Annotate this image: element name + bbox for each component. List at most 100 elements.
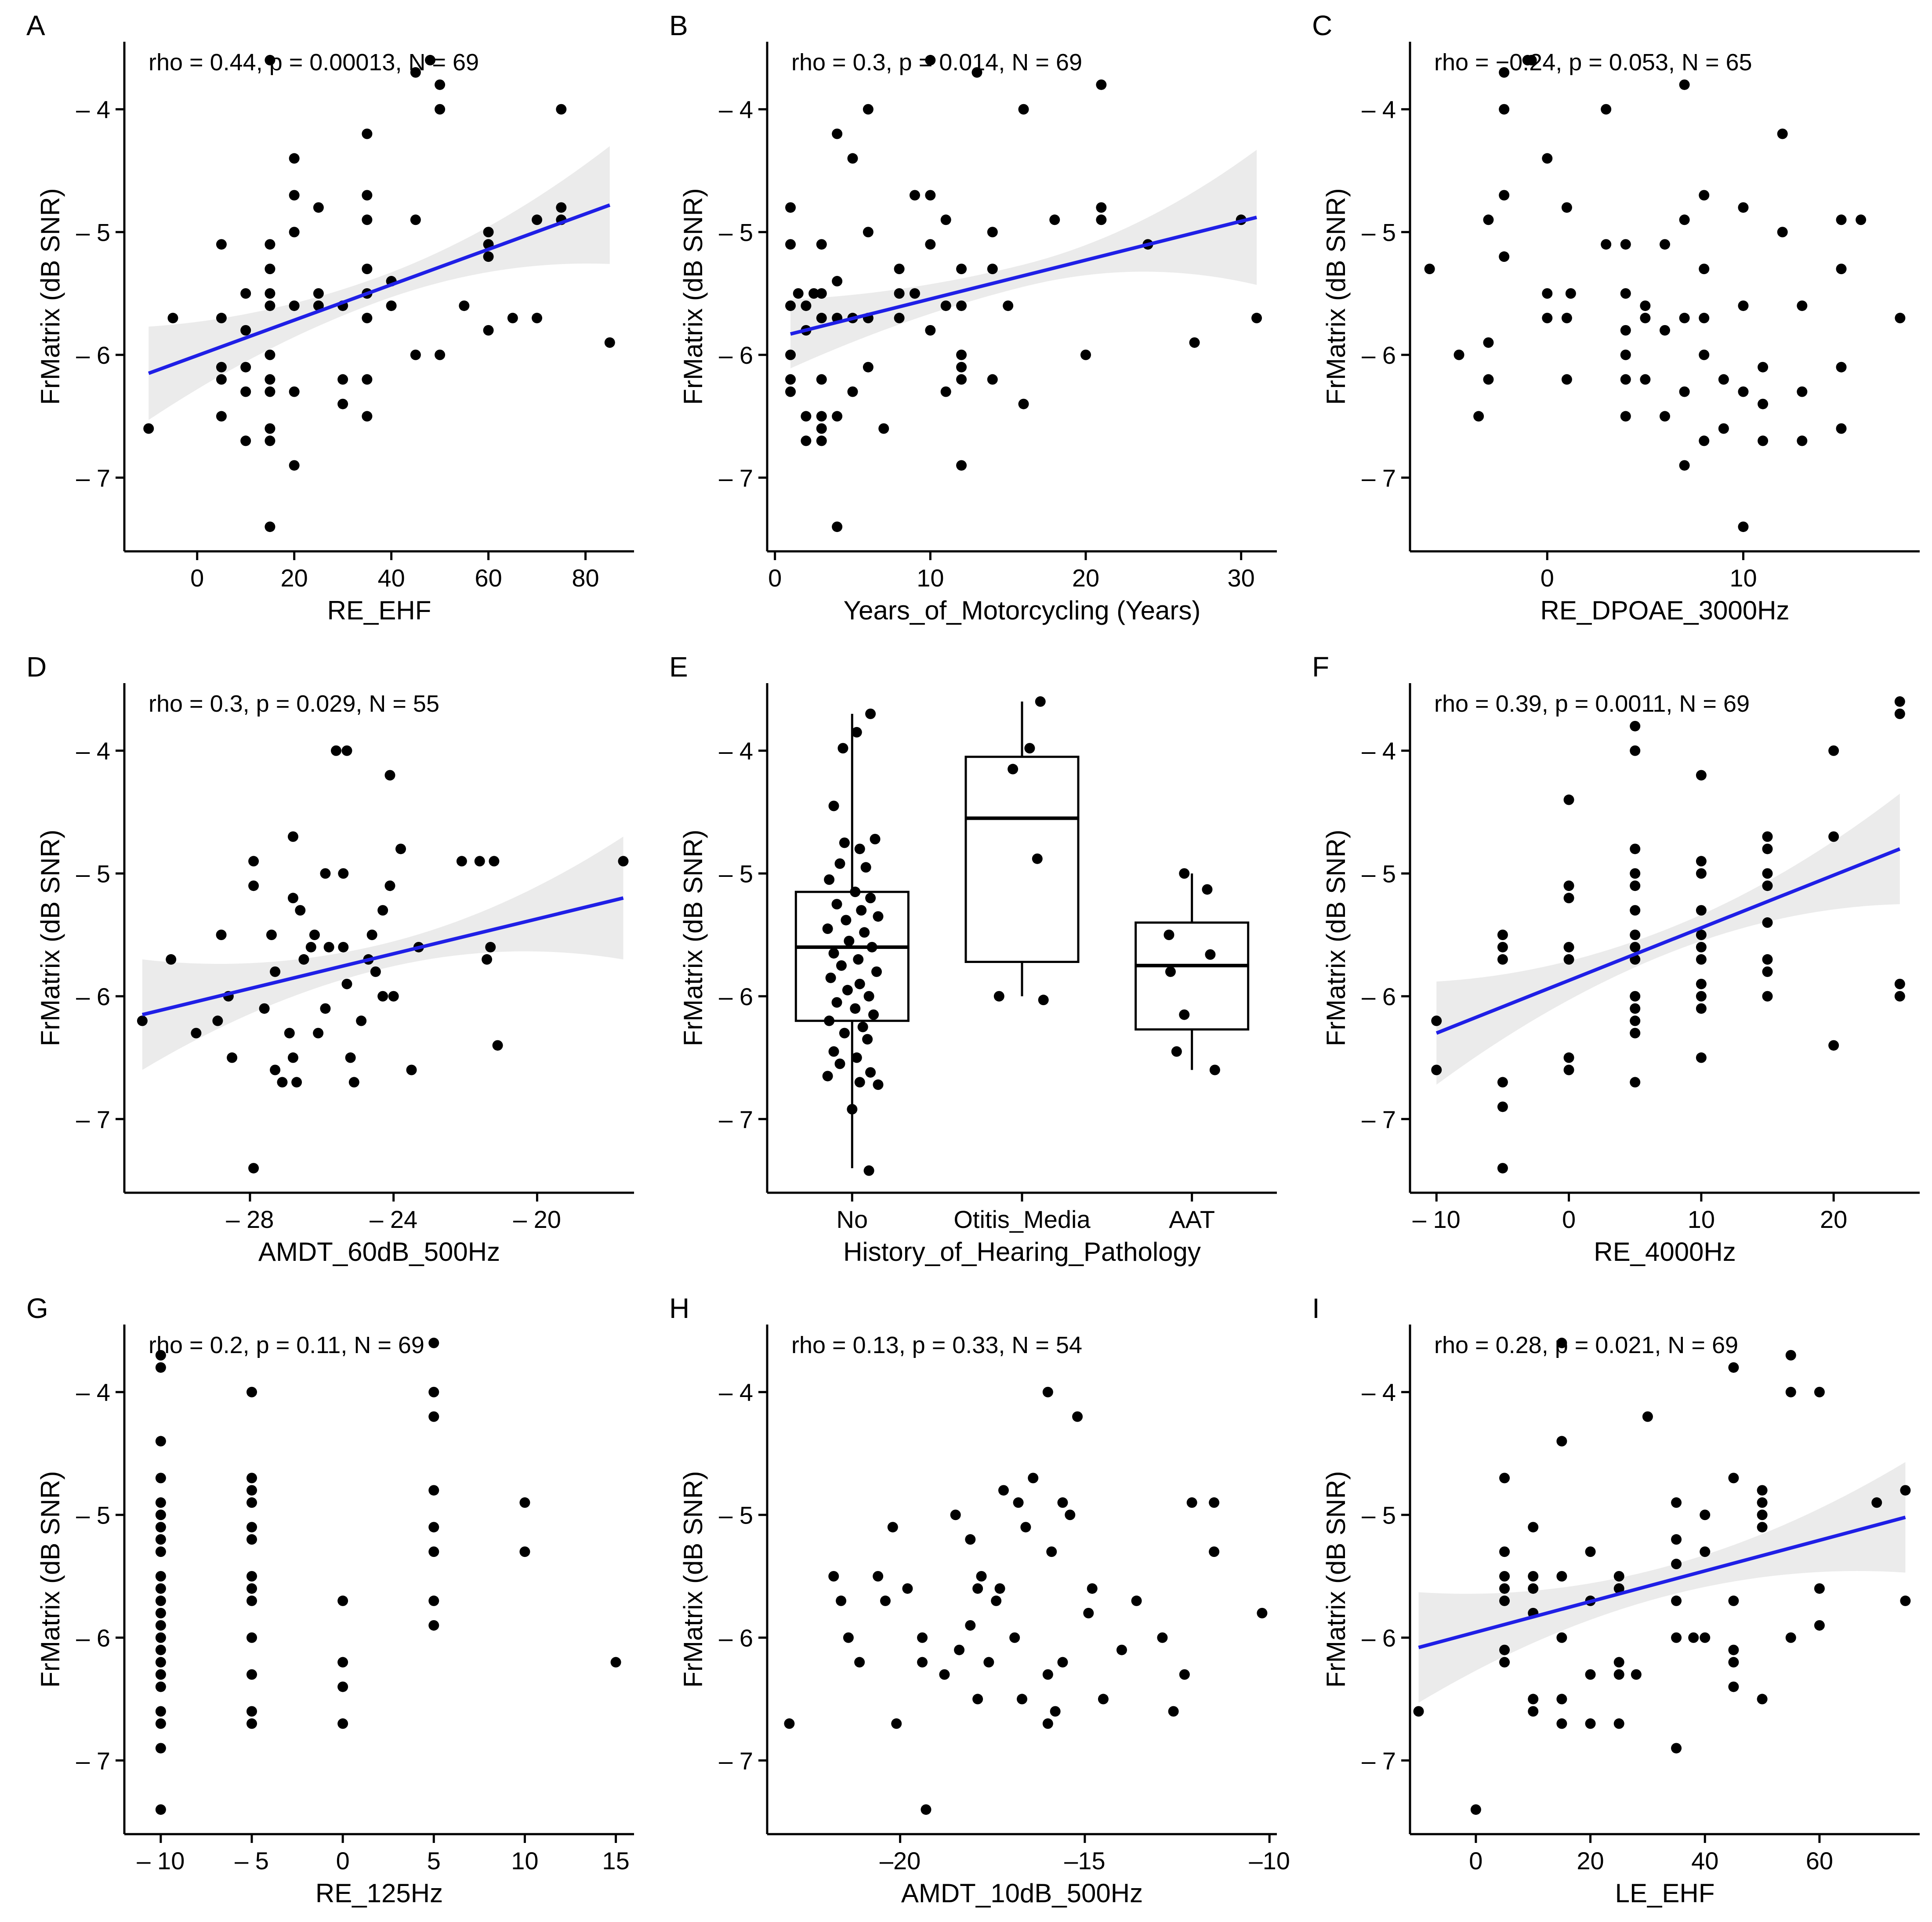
panel-letter: B: [669, 10, 688, 41]
data-point: [1065, 1509, 1076, 1520]
data-point: [1660, 239, 1670, 250]
x-axis-title: RE_DPOAE_3000Hz: [1541, 596, 1790, 625]
correlation-annotation: rho = 0.13, p = 0.33, N = 54: [791, 1332, 1082, 1358]
data-point: [824, 1015, 835, 1026]
data-point: [825, 972, 836, 983]
x-tick-label: 40: [377, 564, 405, 592]
data-point: [289, 227, 300, 238]
data-point: [1894, 991, 1905, 1002]
data-point: [1699, 312, 1710, 323]
data-point: [1556, 1436, 1567, 1447]
x-tick-label: 80: [572, 564, 599, 592]
data-point: [313, 202, 324, 213]
data-point: [266, 930, 277, 941]
data-point: [1900, 1595, 1911, 1606]
data-point: [338, 868, 349, 879]
data-point: [1528, 1571, 1539, 1582]
data-point: [863, 227, 874, 238]
data-point: [155, 1632, 166, 1643]
data-point: [1563, 1052, 1574, 1063]
data-point: [428, 1546, 439, 1557]
data-point: [816, 411, 827, 422]
data-point: [836, 960, 847, 971]
data-point: [1499, 1583, 1510, 1594]
fit-line: [141, 896, 624, 1017]
data-point: [785, 239, 796, 250]
panel-c: C – 7 – 6 – 5 – 4 0 10 RE_DPOAE_3000Hz FrMatrix …: [1312, 10, 1920, 625]
data-point: [1528, 1583, 1539, 1594]
y-tick-label: – 6: [1362, 983, 1396, 1010]
y-tick-label: – 4: [76, 1379, 110, 1406]
fit-line: [148, 203, 611, 375]
data-point: [1696, 856, 1707, 867]
data-point: [909, 288, 920, 299]
data-point: [822, 923, 833, 934]
data-point: [853, 954, 864, 965]
data-point: [1168, 1706, 1179, 1717]
data-point: [1738, 521, 1749, 532]
data-point: [492, 1040, 503, 1051]
data-point: [428, 1620, 439, 1631]
y-tick-label: – 5: [76, 1501, 110, 1529]
data-point: [1871, 1497, 1882, 1508]
y-axis-title: FrMatrix (dB SNR): [678, 1471, 708, 1687]
data-point: [435, 104, 446, 115]
data-point: [1483, 337, 1494, 348]
data-point: [155, 1743, 166, 1754]
data-point: [337, 374, 348, 385]
data-point: [265, 435, 275, 446]
data-point: [155, 1497, 166, 1508]
data-point: [854, 1657, 865, 1668]
data-point: [1630, 868, 1641, 879]
data-point: [871, 966, 882, 977]
data-point: [428, 1386, 439, 1397]
data-point: [435, 79, 446, 90]
data-point: [1700, 1632, 1711, 1643]
data-point: [155, 1583, 166, 1594]
data-point: [1679, 214, 1690, 225]
data-point: [410, 67, 421, 78]
data-point: [1777, 128, 1788, 139]
data-point: [847, 1104, 858, 1115]
data-point: [1096, 202, 1107, 213]
data-point: [844, 935, 855, 946]
data-point: [1630, 930, 1641, 941]
fit-line: [790, 215, 1257, 336]
data-point: [362, 264, 373, 275]
data-point: [1828, 1040, 1839, 1051]
y-tick-label: – 6: [76, 1624, 110, 1652]
x-tick-label: – 28: [226, 1205, 274, 1233]
data-point: [1757, 1694, 1768, 1705]
data-point: [459, 300, 470, 311]
data-point: [370, 966, 381, 977]
data-point: [834, 858, 845, 869]
data-point: [320, 868, 331, 879]
data-point: [337, 1657, 348, 1668]
data-point: [289, 460, 300, 471]
data-point: [1483, 214, 1494, 225]
data-point: [265, 349, 275, 360]
data-point: [994, 1583, 1005, 1594]
data-point: [1785, 1386, 1796, 1397]
data-point: [1814, 1620, 1825, 1631]
data-point: [1738, 386, 1749, 397]
data-point: [1526, 54, 1537, 65]
data-point: [532, 214, 543, 225]
data-point: [1620, 411, 1631, 422]
x-tick-label: 20: [1577, 1847, 1604, 1875]
x-tick-label: –15: [1064, 1847, 1105, 1875]
data-point: [1013, 1497, 1024, 1508]
x-tick-label: 30: [1228, 564, 1255, 592]
data-point: [246, 1497, 257, 1508]
y-tick-label: – 5: [719, 1501, 753, 1529]
data-point: [865, 708, 876, 719]
data-point: [1728, 1681, 1739, 1692]
data-point: [785, 349, 796, 360]
data-point: [1762, 966, 1773, 977]
y-axis-title: FrMatrix (dB SNR): [1321, 1471, 1351, 1687]
data-point: [1679, 460, 1690, 471]
data-point: [1696, 941, 1707, 952]
data-point: [917, 1657, 928, 1668]
data-point: [1179, 1009, 1190, 1020]
